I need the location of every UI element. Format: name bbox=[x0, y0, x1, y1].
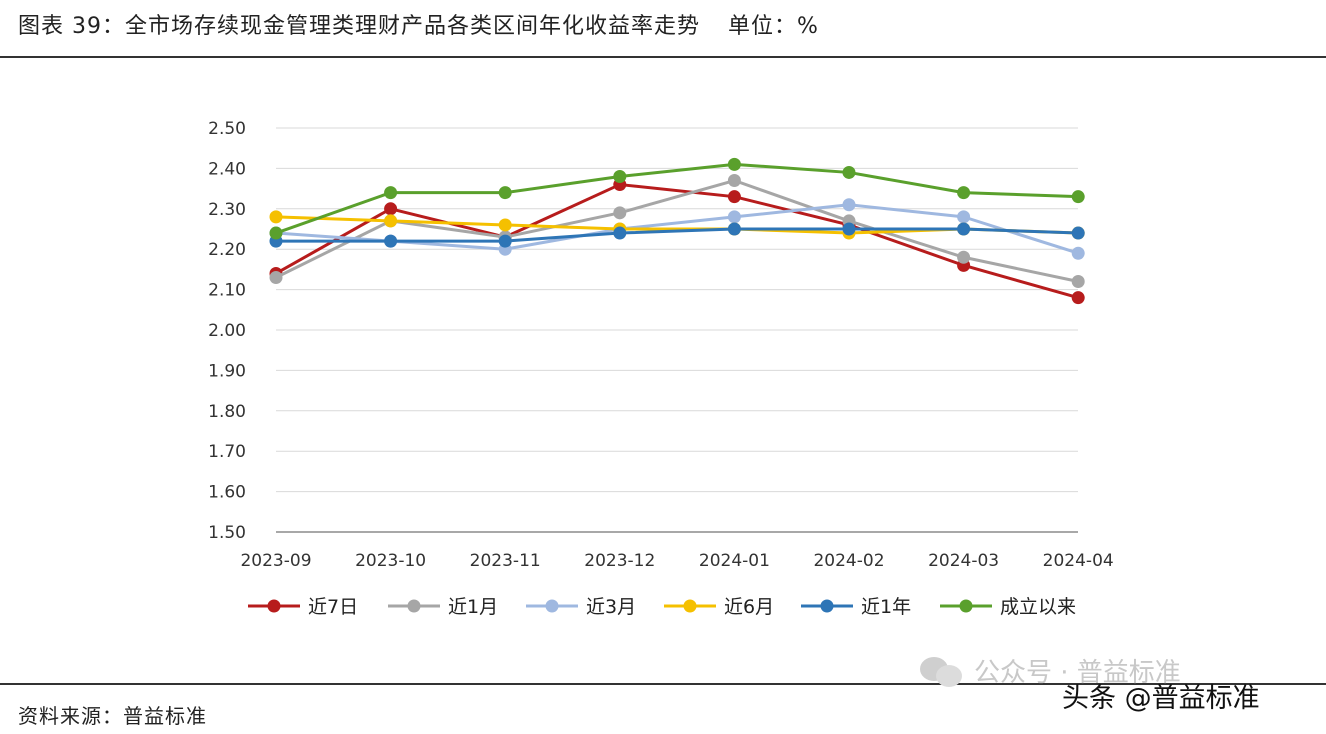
chart-title: 图表 39：全市场存续现金管理类理财产品各类区间年化收益率走势 bbox=[18, 14, 700, 39]
data-point bbox=[1071, 190, 1085, 204]
data-point bbox=[613, 169, 627, 183]
data-point bbox=[498, 186, 512, 200]
y-axis-ticks: 1.50 1.60 1.70 1.80 1.90 2.00 2.10 2.20 2.30 2.40… bbox=[208, 119, 246, 543]
legend-label: 近1月 bbox=[448, 596, 498, 618]
legend-label: 近7日 bbox=[308, 596, 358, 618]
y-tick-label: 1.50 bbox=[208, 523, 246, 543]
wechat-icon bbox=[920, 655, 964, 687]
legend-label: 成立以来 bbox=[1000, 596, 1076, 618]
data-point bbox=[957, 250, 971, 264]
credit-watermark: 头条 @普益标准 bbox=[1062, 683, 1260, 714]
series-line-0 bbox=[275, 183, 1079, 300]
data-point bbox=[957, 186, 971, 200]
data-point bbox=[384, 234, 398, 248]
legend: 近7日 近1月 近3月 近6月 近1年 成立以来 bbox=[248, 596, 1076, 618]
data-point bbox=[384, 186, 398, 200]
legend-swatch-marker bbox=[545, 599, 559, 613]
legend-swatch-marker bbox=[683, 599, 697, 613]
x-axis-ticks: 2023-09 2023-10 2023-11 2023-12 2024-01 2024-… bbox=[240, 551, 1113, 571]
y-tick-label: 1.60 bbox=[208, 483, 246, 503]
data-point bbox=[842, 165, 856, 179]
data-point bbox=[842, 198, 856, 212]
series-line-4 bbox=[276, 227, 1079, 243]
data-point bbox=[957, 222, 971, 236]
data-point bbox=[613, 206, 627, 220]
data-point bbox=[727, 190, 741, 204]
x-tick-label: 2024-02 bbox=[813, 551, 884, 571]
x-tick-label: 2024-03 bbox=[928, 551, 999, 571]
x-tick-label: 2024-01 bbox=[699, 551, 770, 571]
y-tick-label: 2.00 bbox=[208, 321, 246, 341]
data-point bbox=[498, 234, 512, 248]
y-tick-label: 1.90 bbox=[208, 361, 246, 381]
y-tick-label: 2.50 bbox=[208, 119, 246, 139]
data-point bbox=[613, 226, 627, 240]
y-tick-label: 2.30 bbox=[208, 200, 246, 220]
data-point bbox=[1071, 275, 1085, 289]
data-point bbox=[269, 270, 283, 284]
data-point bbox=[498, 218, 512, 232]
legend-label: 近1年 bbox=[861, 596, 911, 618]
x-tick-label: 2023-11 bbox=[470, 551, 541, 571]
data-point bbox=[727, 222, 741, 236]
watermark-text: 公众号 · 普益标准 bbox=[974, 658, 1181, 688]
y-tick-label: 1.80 bbox=[208, 402, 246, 422]
data-point bbox=[1071, 226, 1085, 240]
x-tick-label: 2023-10 bbox=[355, 551, 426, 571]
legend-swatch-marker bbox=[407, 599, 421, 613]
legend-swatch-marker bbox=[820, 599, 834, 613]
source-note: 资料来源：普益标准 bbox=[18, 704, 207, 728]
data-point bbox=[269, 210, 283, 224]
series-line-5 bbox=[275, 162, 1079, 235]
data-point bbox=[269, 226, 283, 240]
legend-label: 近3月 bbox=[586, 596, 636, 618]
data-point bbox=[957, 210, 971, 224]
x-tick-label: 2024-04 bbox=[1043, 551, 1114, 571]
y-tick-label: 2.40 bbox=[208, 159, 246, 179]
data-point bbox=[727, 157, 741, 171]
data-point bbox=[384, 214, 398, 228]
series-lines bbox=[269, 157, 1085, 305]
data-point bbox=[1071, 291, 1085, 305]
y-tick-label: 1.70 bbox=[208, 442, 246, 462]
y-tick-label: 2.10 bbox=[208, 281, 246, 301]
top-rule bbox=[0, 56, 1326, 58]
unit-label: 单位：% bbox=[728, 14, 819, 39]
gridlines bbox=[276, 127, 1078, 493]
y-tick-label: 2.20 bbox=[208, 240, 246, 260]
legend-swatch-marker bbox=[267, 599, 281, 613]
series-line-1 bbox=[275, 179, 1079, 283]
watermark: 公众号 · 普益标准 bbox=[920, 652, 1181, 689]
data-point bbox=[842, 222, 856, 236]
bottom-rule bbox=[0, 683, 1326, 685]
x-tick-label: 2023-09 bbox=[240, 551, 311, 571]
chart-title-line: 图表 39：全市场存续现金管理类理财产品各类区间年化收益率走势 单位：% bbox=[18, 8, 819, 40]
x-tick-label: 2023-12 bbox=[584, 551, 655, 571]
data-point bbox=[1071, 246, 1085, 260]
legend-swatch-marker bbox=[959, 599, 973, 613]
legend-label: 近6月 bbox=[724, 596, 774, 618]
data-point bbox=[384, 202, 398, 216]
data-point bbox=[727, 174, 741, 188]
data-point bbox=[727, 210, 741, 224]
